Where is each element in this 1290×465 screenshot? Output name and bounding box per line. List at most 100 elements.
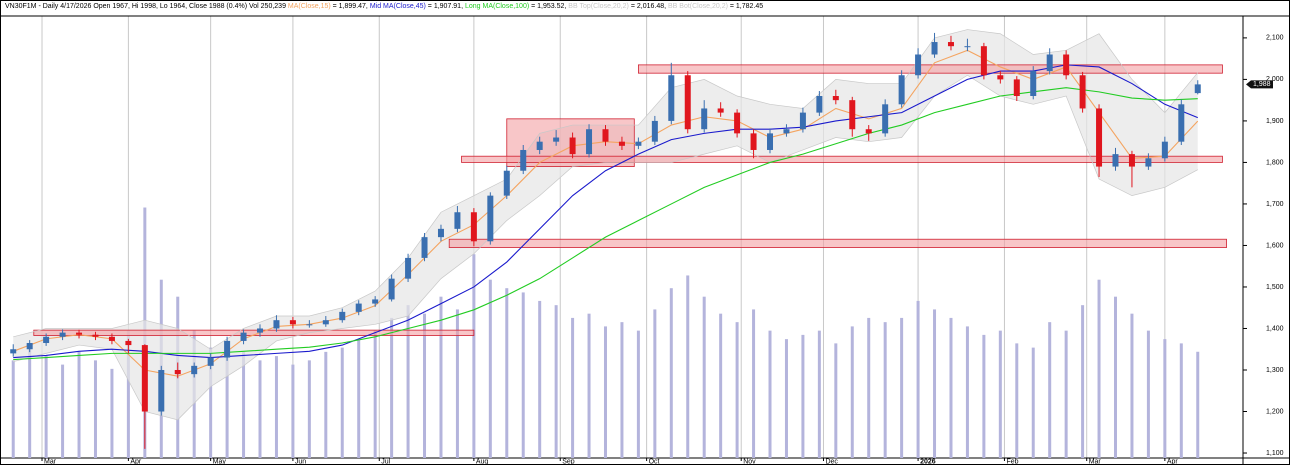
price-zone [461,155,1223,163]
candle-body [437,228,444,238]
volume-bar [883,322,887,458]
legend-value: = 1,907.91, [426,3,465,10]
candle-body [1145,158,1152,167]
candle-body [405,257,412,279]
candle-body [306,324,313,326]
candle-body [108,336,115,341]
candle-body [849,100,856,130]
candle-body [915,54,922,76]
candle-body [882,104,889,134]
volume-bar [1048,322,1052,458]
candle-body [1178,104,1185,142]
volume-bar [965,326,969,458]
legend-entry: Long MA(Close,100) [465,3,529,10]
chart-title: VN30F1M - Daily 4/17/2026 Open 1967, Hi … [5,3,763,10]
candle-body [947,42,954,47]
x-tick-label: Jun [295,458,306,465]
volume-bar [702,296,706,458]
volume-bar [1113,296,1117,458]
candle-body [1096,108,1103,167]
candle-body [273,320,280,329]
candle-body [586,129,593,155]
candle-body [668,75,675,121]
volume-bar [801,334,805,458]
volume-bar [900,317,904,458]
volume-bar [571,317,575,458]
candle-body [240,332,247,341]
candle-body [1046,54,1053,72]
volume-bar [1064,330,1068,458]
volume-bar [867,317,871,458]
volume-bar [1097,279,1101,458]
volume-bar [998,330,1002,458]
candle-body [43,336,50,344]
volume-bar [406,305,410,458]
volume-bar [225,343,229,458]
candle-body [76,332,83,335]
legend-value: = 2,016.48, [629,3,668,10]
volume-bar [340,347,344,458]
candle-body [717,108,724,113]
candle-body [1013,79,1020,97]
x-tick-label: Nov [743,458,756,465]
candle-body [799,112,806,130]
candle-body [59,332,66,337]
candle-body [536,141,543,150]
volume-bar [1031,347,1035,458]
y-tick-label: 1,800 [1266,159,1284,166]
candle-body [224,340,231,358]
y-tick-label: 1,700 [1266,201,1284,208]
legend-entry: BB Top(Close,20,2) [568,3,629,10]
price-tag-label: 1,988 [1253,81,1271,88]
volume-bar [373,330,377,458]
y-tick-label: 1,500 [1266,284,1284,291]
volume-bar [291,364,295,458]
volume-bar [620,322,624,458]
candle-body [1128,154,1135,167]
candle-body [701,108,708,130]
volume-bar [834,343,838,458]
candle-body [487,195,494,242]
volume-bar [77,351,81,458]
volume-bar [209,347,213,458]
volume-bar [1015,343,1019,458]
legend-value: = 1,782.45 [728,3,763,10]
volume-bar [126,330,130,458]
y-tick-label: 2,100 [1266,35,1284,42]
candle-body [964,46,971,48]
candle-body [569,137,576,155]
x-tick-label: Jul [381,458,390,465]
candle-body [372,299,379,304]
volume-bar [44,356,48,458]
price-tag [1246,80,1273,89]
candle-body [92,334,99,337]
volume-bar [472,254,476,458]
candle-body [421,237,428,258]
volume-bar [817,330,821,458]
candle-body [635,141,642,146]
volume-bar [110,368,114,458]
candle-body [832,96,839,101]
y-tick-label: 1,400 [1266,325,1284,332]
volume-bar [423,313,427,458]
volume-bar [455,309,459,458]
candle-body [816,96,823,113]
volume-bar [587,313,591,458]
candle-body [1161,141,1168,159]
y-tick-label: 2,000 [1266,76,1284,83]
volume-bar [1163,339,1167,458]
candle-body [388,278,395,300]
volume-bar [324,351,328,458]
volume-bar [1146,330,1150,458]
candle-body [454,212,461,229]
candle-body [618,141,625,146]
y-tick-label: 1,100 [1266,450,1284,457]
y-tick-label: 1,600 [1266,242,1284,249]
volume-bar [1179,343,1183,458]
volume-bar [307,360,311,458]
volume-bar [916,300,920,458]
candle-body [355,303,362,312]
candle-body [10,349,17,354]
volume-bar [28,347,32,458]
candle-body [503,170,510,196]
